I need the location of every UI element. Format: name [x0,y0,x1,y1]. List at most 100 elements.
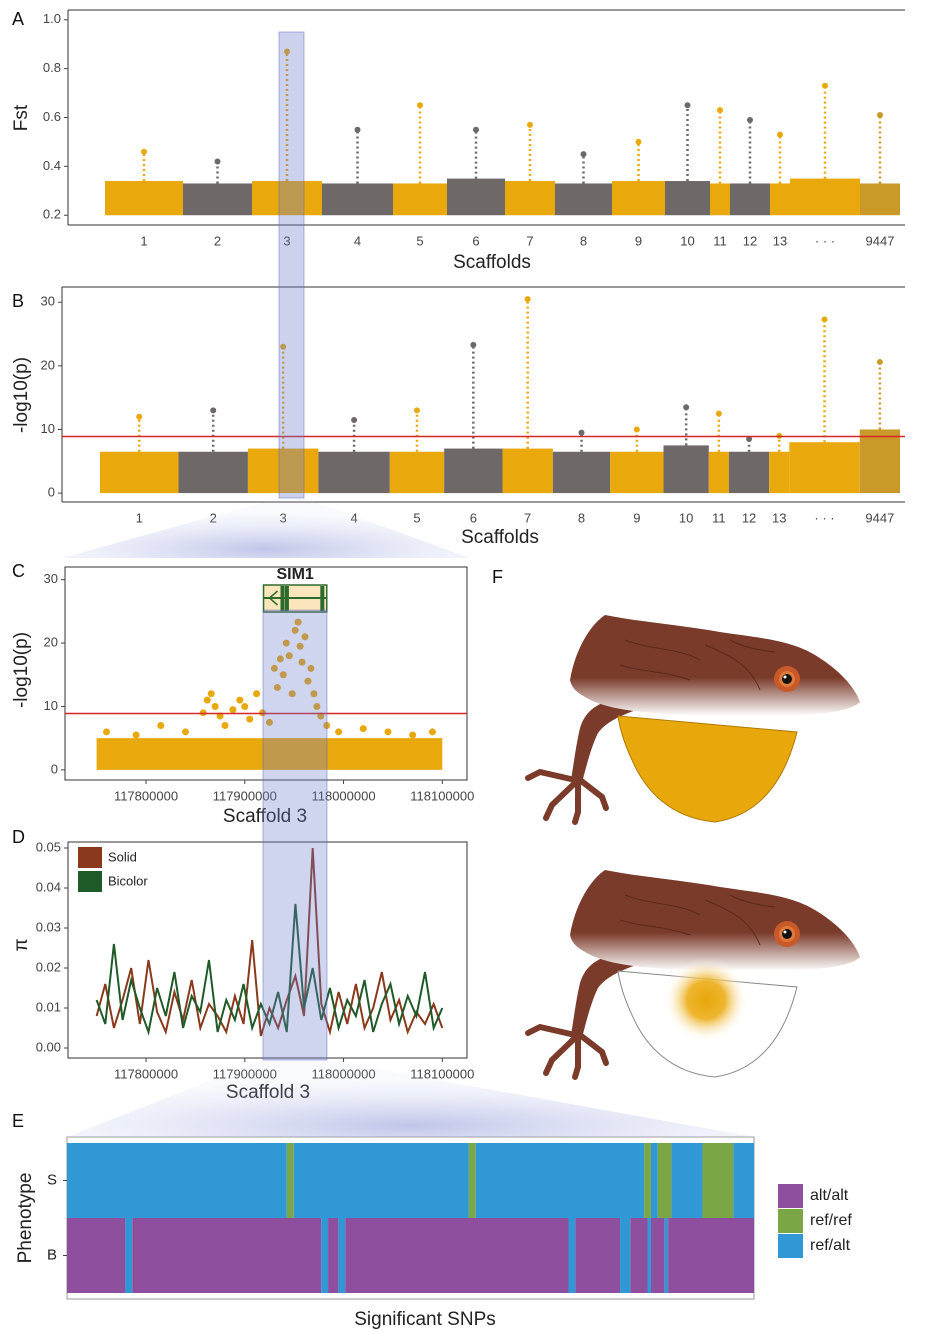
genotype-cells [294,1143,469,1218]
y-tick-label: 0 [51,761,58,776]
legend-label: Solid [108,849,137,864]
genotype-cells [67,1143,287,1218]
genotype-cells [287,1143,294,1218]
y-tick-label: 0.8 [43,60,61,75]
y-tick-label: 0.02 [36,959,61,974]
point [335,728,342,735]
x-tick-label: 7 [524,510,531,525]
y-axis-title: -log10(p) [11,632,32,708]
y-tick-label: 0.2 [43,207,61,222]
scaffold-points [769,452,789,493]
scaffold-points [790,179,860,216]
row-label: B [47,1246,57,1263]
peak-point [579,430,585,436]
lizard-bicolor [528,870,860,1077]
legend-swatch [78,847,102,868]
exon [285,586,289,611]
point [236,697,243,704]
scaffold-points [860,429,900,493]
legend-swatch [778,1184,803,1208]
x-tick-label: · · · [814,510,834,525]
scaffold-points [710,183,730,215]
scaffold-points [444,449,502,494]
point [182,728,189,735]
highlight-band [263,610,327,1060]
x-tick-label: · · · [815,233,835,248]
scaffold-points [610,452,663,493]
lizard-solid [528,615,860,822]
x-tick-label: 117800000 [114,788,178,803]
scaffold-points [664,445,709,493]
x-tick-label: 4 [354,233,361,248]
point [360,725,367,732]
x-tick-label: 9447 [866,233,895,248]
peak-point [634,426,640,432]
y-tick-label: 0.00 [36,1039,61,1054]
scaffold-points [860,183,900,215]
legend-label: Bicolor [108,873,148,888]
scaffold-points [105,181,183,215]
point [429,728,436,735]
genotype-cells [345,1218,568,1293]
genotype-cells [620,1218,630,1293]
scaffold-points [770,183,790,215]
y-axis-title: -log10(p) [11,357,32,433]
genotype-cells [733,1143,754,1218]
peak-point [877,359,883,365]
x-axis-title: Scaffolds [461,527,539,548]
scaffold-points [390,452,444,493]
y-tick-label: 0.03 [36,919,61,934]
x-tick-label: 8 [580,233,587,248]
peak-point [414,407,420,413]
point [384,728,391,735]
x-tick-label: 2 [214,233,221,248]
y-tick-label: 10 [41,421,55,436]
scaffold-points [183,183,252,215]
genotype-cells [321,1218,328,1293]
peak-point [351,417,357,423]
scaffold-points [730,183,770,215]
genotype-cells [672,1143,703,1218]
peak-point [683,404,689,410]
point [204,697,211,704]
point [208,690,215,697]
point [409,731,416,738]
x-tick-label: 10 [680,233,694,248]
genotype-cells [338,1218,345,1293]
genotype-cells [648,1218,651,1293]
x-tick-label: 9 [633,510,640,525]
exon [320,586,324,611]
scaffold-points [789,442,859,493]
point [241,703,248,710]
x-tick-label: 11 [713,233,727,248]
scaffold-points [553,452,610,493]
x-tick-label: 12 [742,510,756,525]
genotype-cells [630,1218,647,1293]
y-tick-label: 0.01 [36,999,61,1014]
y-tick-label: 10 [44,698,58,713]
y-axis-title: Fst [11,104,32,131]
legend-label: ref/alt [810,1237,851,1254]
x-axis-title: Significant SNPs [354,1309,496,1330]
highlight-band [279,32,304,498]
peak-point [822,316,828,322]
genotype-cells [125,1218,132,1293]
point [133,731,140,738]
genotype-cells [67,1218,125,1293]
scaffold-points [100,452,178,493]
row-label: S [47,1171,57,1188]
genotype-cells [668,1218,754,1293]
genotype-cells [469,1143,476,1218]
x-axis-title: Scaffolds [453,252,531,273]
panel-label: A [12,9,24,29]
y-axis-title: π [11,938,32,951]
panel-label: C [12,561,25,581]
genotype-cells [476,1143,644,1218]
x-tick-label: 5 [413,510,420,525]
scaffold-points [709,452,729,493]
point [229,706,236,713]
y-tick-label: 1.0 [43,11,61,26]
y-tick-label: 30 [41,294,55,309]
peak-point [210,407,216,413]
peak-point [717,107,723,113]
